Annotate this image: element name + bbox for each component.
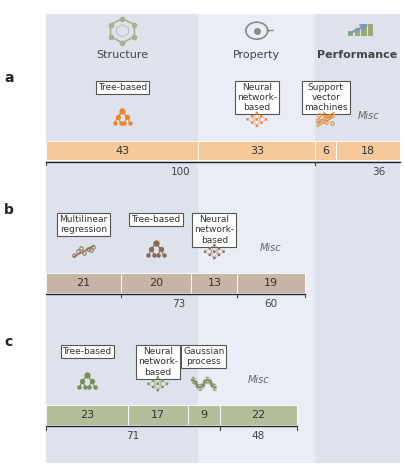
Bar xyxy=(198,14,315,463)
Bar xyxy=(238,273,305,293)
Text: 9: 9 xyxy=(200,410,207,420)
Text: Misc: Misc xyxy=(260,243,282,253)
Text: Support
vector
machines: Support vector machines xyxy=(304,83,347,112)
Text: 60: 60 xyxy=(264,299,278,309)
Bar xyxy=(315,141,336,160)
Bar xyxy=(128,405,188,425)
Bar xyxy=(368,24,373,36)
Text: Neural
network-
based: Neural network- based xyxy=(194,215,234,244)
Text: Neural
network-
based: Neural network- based xyxy=(138,347,178,377)
Text: 33: 33 xyxy=(250,145,264,156)
Text: Neural
network-
based: Neural network- based xyxy=(237,83,277,112)
Text: 21: 21 xyxy=(76,278,90,288)
Text: 13: 13 xyxy=(207,278,221,288)
Text: Property: Property xyxy=(233,50,280,59)
Text: 19: 19 xyxy=(264,278,278,288)
Bar xyxy=(188,405,220,425)
Bar xyxy=(46,273,121,293)
Text: 18: 18 xyxy=(361,145,375,156)
Text: Multilinear
regression: Multilinear regression xyxy=(59,215,108,234)
Text: 20: 20 xyxy=(149,278,163,288)
Text: 23: 23 xyxy=(80,410,94,420)
Text: 100: 100 xyxy=(171,167,191,177)
Bar xyxy=(315,14,400,463)
Bar xyxy=(336,141,400,160)
Text: b: b xyxy=(4,203,14,217)
Text: 43: 43 xyxy=(116,145,130,156)
Text: a: a xyxy=(4,71,14,85)
Bar xyxy=(361,25,367,36)
Text: Tree-based: Tree-based xyxy=(63,347,112,356)
Bar xyxy=(46,14,198,463)
Bar xyxy=(46,141,198,160)
Text: 71: 71 xyxy=(126,431,140,441)
Text: 17: 17 xyxy=(151,410,165,420)
Text: Structure: Structure xyxy=(97,50,149,59)
Bar xyxy=(348,31,353,36)
Bar xyxy=(355,28,360,36)
Text: Performance: Performance xyxy=(318,50,398,59)
Text: 48: 48 xyxy=(252,431,265,441)
Bar xyxy=(198,141,315,160)
Bar xyxy=(191,273,238,293)
Text: 73: 73 xyxy=(173,299,186,309)
Bar xyxy=(220,405,297,425)
Text: Tree-based: Tree-based xyxy=(131,215,181,224)
Bar xyxy=(121,273,191,293)
Text: Gaussian
process: Gaussian process xyxy=(183,347,225,366)
Text: 6: 6 xyxy=(322,145,329,156)
Text: c: c xyxy=(4,335,12,349)
Bar xyxy=(46,405,128,425)
Text: Misc: Misc xyxy=(357,110,379,121)
Text: Tree-based: Tree-based xyxy=(98,83,147,92)
Text: 36: 36 xyxy=(372,167,385,177)
Text: Misc: Misc xyxy=(248,375,269,385)
Text: 22: 22 xyxy=(251,410,266,420)
